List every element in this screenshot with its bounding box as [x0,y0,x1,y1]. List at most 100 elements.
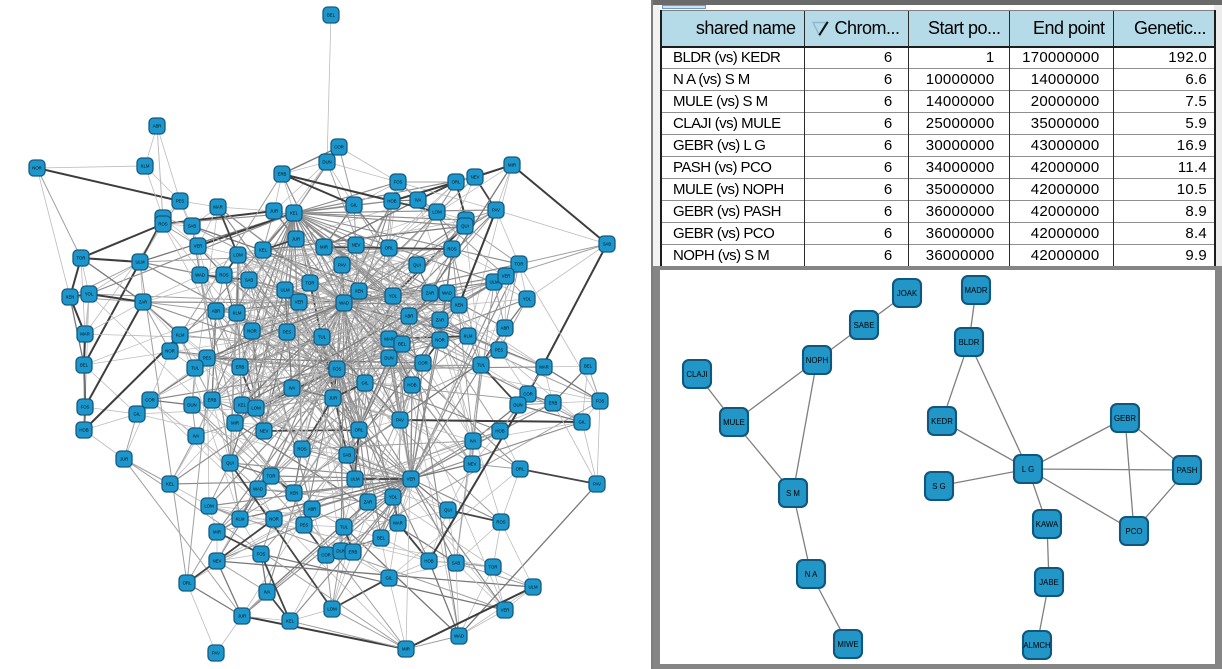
svg-text:YOL: YOL [389,294,398,299]
svg-text:ORL: ORL [355,428,364,433]
svg-text:SAB: SAB [245,278,254,283]
svg-text:TUL: TUL [191,366,200,371]
svg-text:XEN: XEN [290,491,299,496]
svg-text:LOM: LOM [327,607,337,612]
svg-text:PASH: PASH [1177,466,1198,475]
svg-text:MIWE: MIWE [837,640,858,649]
svg-text:BLDR: BLDR [959,338,980,347]
svg-text:KLM: KLM [236,517,245,522]
svg-text:BEL: BEL [398,342,407,347]
svg-text:PAV: PAV [212,651,220,656]
svg-text:COR: COR [145,398,155,403]
svg-text:YOL: YOL [85,292,94,297]
svg-text:KLM: KLM [141,164,150,169]
svg-text:ULM: ULM [135,260,144,265]
svg-text:SABE: SABE [854,321,875,330]
svg-text:GIL: GIL [362,381,370,386]
svg-text:COR: COR [418,361,428,366]
svg-text:MAR: MAR [80,332,90,337]
svg-text:WAD: WAD [442,291,452,296]
svg-text:PAV: PAV [492,208,500,213]
svg-text:ULM: ULM [489,280,498,285]
svg-text:JABE: JABE [1039,578,1059,587]
svg-text:HOB: HOB [424,559,433,564]
svg-text:ZAR: ZAR [426,291,435,296]
svg-text:ORL: ORL [385,246,394,251]
svg-text:JUR: JUR [329,396,337,401]
svg-text:ZAR: ZAR [139,300,148,305]
svg-text:L G: L G [1022,465,1034,474]
svg-text:ERB: ERB [208,398,217,403]
svg-text:S M: S M [786,489,800,498]
svg-text:MADR: MADR [965,286,988,295]
svg-text:NOR: NOR [247,329,257,334]
svg-text:HOB: HOB [79,428,88,433]
svg-text:JUR: JUR [120,457,128,462]
svg-text:GIL: GIL [134,412,142,417]
svg-text:ULM: ULM [280,288,289,293]
svg-text:WAD: WAD [339,301,349,306]
svg-text:YOL: YOL [523,297,532,302]
svg-text:ABR: ABR [212,309,221,314]
svg-text:ULM: ULM [528,585,537,590]
svg-text:ZAR: ZAR [436,318,445,323]
svg-text:SAB: SAB [343,453,352,458]
svg-text:MIR: MIR [508,163,516,168]
svg-text:ORL: ORL [516,467,525,472]
svg-text:FOS: FOS [596,399,605,404]
svg-text:TUL: TUL [477,363,486,368]
svg-text:ULM: ULM [350,477,359,482]
svg-text:ABR: ABR [405,314,414,319]
svg-text:GIL: GIL [386,576,394,581]
svg-text:NOR: NOR [435,338,445,343]
svg-text:WAD: WAD [195,273,205,278]
svg-text:NEV: NEV [352,243,361,248]
svg-text:COR: COR [334,145,344,150]
svg-text:NEV: NEV [468,462,477,467]
svg-text:MIR: MIR [320,245,328,250]
svg-text:QUI: QUI [226,461,234,466]
svg-text:LOM: LOM [204,504,214,509]
svg-text:BEL: BEL [327,13,336,18]
svg-text:PES: PES [300,523,309,528]
svg-text:LOM: LOM [251,406,261,411]
svg-text:YOL: YOL [389,495,398,500]
svg-text:ORL: ORL [452,180,461,185]
svg-text:JOAK: JOAK [897,289,918,298]
svg-text:HOB: HOB [495,429,504,434]
svg-text:NEV: NEV [260,429,269,434]
svg-text:TUL: TUL [340,525,349,530]
svg-text:PAV: PAV [593,482,601,487]
svg-text:ZAR: ZAR [364,500,373,505]
svg-text:ABR: ABR [153,124,162,129]
svg-text:TOR: TOR [515,262,524,267]
svg-text:TOR: TOR [306,281,315,286]
svg-text:ERB: ERB [236,365,245,370]
svg-text:PCO: PCO [1126,527,1143,536]
svg-text:SAB: SAB [603,242,612,247]
svg-text:LOM: LOM [233,253,243,258]
svg-text:KLM: KLM [176,333,185,338]
svg-text:ROS: ROS [297,447,306,452]
svg-text:ROS: ROS [496,520,505,525]
svg-text:VER: VER [501,608,510,613]
svg-text:PAV: PAV [396,418,404,423]
svg-text:NEV: NEV [471,175,480,180]
svg-text:PES: PES [203,356,212,361]
svg-text:KLM: KLM [464,334,473,339]
svg-text:PES: PES [283,330,292,335]
svg-text:IVA: IVA [415,198,422,203]
svg-text:NOR: NOR [32,166,42,171]
svg-text:S G: S G [932,482,945,491]
svg-text:BEL: BEL [80,363,89,368]
svg-text:BEL: BEL [377,536,386,541]
svg-text:XEN: XEN [355,289,364,294]
svg-text:SAB: SAB [188,224,197,229]
svg-text:ERB: ERB [278,172,287,177]
svg-text:IVA: IVA [193,434,200,439]
svg-text:VER: VER [295,300,304,305]
svg-text:MULE: MULE [723,418,745,427]
svg-text:MIR: MIR [402,647,410,652]
svg-text:NOR: NOR [269,517,279,522]
svg-text:XEN: XEN [66,295,75,300]
